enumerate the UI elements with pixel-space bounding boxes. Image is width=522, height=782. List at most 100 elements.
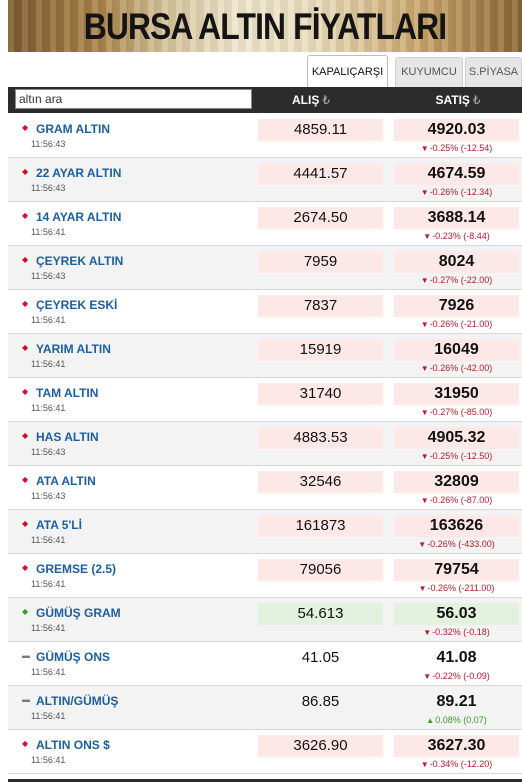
instrument-name-link[interactable]: YARIM ALTIN (36, 342, 111, 356)
change-percent: ▼-0.26% (-21.00) (394, 319, 519, 329)
instrument-name-link[interactable]: ALTIN/GÜMÜŞ (36, 694, 119, 708)
triangle-down-icon: ▼ (420, 452, 429, 461)
change-value: -0.25% (-12.50) (429, 451, 493, 461)
update-time: 11:56:43 (31, 491, 66, 501)
triangle-down-icon: ▼ (420, 496, 429, 505)
buy-price: 32546 (258, 471, 383, 493)
change-value: 0.08% (0.07) (435, 715, 487, 725)
instrument-name-link[interactable]: GRAM ALTIN (36, 122, 110, 136)
sell-column-header: SATIŞ ₺ (408, 87, 508, 113)
instrument-name-link[interactable]: ÇEYREK ALTIN (36, 254, 124, 268)
buy-price: 15919 (258, 339, 383, 361)
sell-column-label: SATIŞ (435, 93, 470, 107)
update-time: 11:56:41 (31, 359, 66, 369)
down-arrow-icon: ◆ (22, 299, 29, 308)
table-row[interactable]: ◆ HAS ALTIN 11:56:43 4883.53 4905.32 ▼-0.25% … (8, 422, 522, 466)
triangle-down-icon: ▼ (420, 320, 429, 329)
tab-serbest-piyasa[interactable]: S.PİYASA (465, 57, 522, 87)
update-time: 11:56:41 (31, 227, 66, 237)
instrument-name-link[interactable]: ALTIN ONS $ (36, 738, 110, 752)
instrument-name-link[interactable]: TAM ALTIN (36, 386, 99, 400)
change-value: -0.22% (-0.09) (432, 671, 490, 681)
price-table: ◆ GRAM ALTIN 11:56:43 4859.11 4920.03 ▼-0.25%… (8, 114, 522, 774)
table-row[interactable]: ◆ ÇEYREK ALTIN 11:56:43 7959 8024 ▼-0.27% (-2… (8, 246, 522, 290)
table-footer-bar (8, 779, 522, 782)
sell-price: 16049 (394, 339, 519, 361)
sell-price: 3627.30 (394, 735, 519, 757)
sell-price: 163626 (394, 515, 519, 537)
table-row[interactable]: ◆ ATA 5'Lİ 11:56:41 161873 163626 ▼-0.26% (-4… (8, 510, 522, 554)
update-time: 11:56:43 (31, 271, 66, 281)
unchanged-icon: ▬ (22, 695, 30, 704)
instrument-name-link[interactable]: GREMSE (2.5) (36, 562, 117, 576)
sell-price: 4920.03 (394, 119, 519, 141)
table-row[interactable]: ◆ ATA ALTIN 11:56:43 32546 32809 ▼-0.26% (-87… (8, 466, 522, 510)
triangle-down-icon: ▼ (423, 628, 432, 637)
change-percent: ▼-0.34% (-12.20) (394, 759, 519, 769)
instrument-name-link[interactable]: ATA 5'Lİ (36, 518, 82, 532)
instrument-name-link[interactable]: HAS ALTIN (36, 430, 99, 444)
table-row[interactable]: ◆ GREMSE (2.5) 11:56:41 79056 79754 ▼-0.26% (… (8, 554, 522, 598)
change-percent: ▼-0.26% (-211.00) (394, 583, 519, 593)
table-row[interactable]: ◆ TAM ALTIN 11:56:41 31740 31950 ▼-0.27% (-85… (8, 378, 522, 422)
triangle-down-icon: ▼ (420, 188, 429, 197)
buy-price: 31740 (258, 383, 383, 405)
instrument-name-link[interactable]: GÜMÜŞ ONS (36, 650, 111, 664)
update-time: 11:56:41 (31, 315, 66, 325)
buy-price: 4441.57 (258, 163, 383, 185)
triangle-down-icon: ▼ (420, 144, 429, 153)
triangle-down-icon: ▼ (418, 540, 427, 549)
change-value: -0.26% (-211.00) (427, 583, 495, 593)
down-arrow-icon: ◆ (22, 475, 29, 484)
table-row[interactable]: ◆ 22 AYAR ALTIN 11:56:43 4441.57 4674.59 ▼-0.… (8, 158, 522, 202)
buy-price: 54.613 (258, 603, 383, 625)
search-input[interactable] (15, 89, 252, 109)
update-time: 11:56:41 (31, 403, 66, 413)
down-arrow-icon: ◆ (22, 519, 29, 528)
triangle-up-icon: ▲ (426, 716, 435, 725)
down-arrow-icon: ◆ (22, 387, 29, 396)
sell-price: 4905.32 (394, 427, 519, 449)
table-row[interactable]: ◆ GÜMÜŞ GRAM 11:56:41 54.613 56.03 ▼-0.32% (-… (8, 598, 522, 642)
instrument-name-link[interactable]: 22 AYAR ALTIN (36, 166, 122, 180)
update-time: 11:56:41 (31, 535, 66, 545)
triangle-down-icon: ▼ (423, 672, 432, 681)
down-arrow-icon: ◆ (22, 211, 29, 220)
tab-kapalicarsi[interactable]: KAPALIÇARŞI (307, 55, 388, 87)
update-time: 11:56:41 (31, 623, 66, 633)
page-title: BURSA ALTIN FİYATLARI (83, 6, 447, 47)
down-arrow-icon: ◆ (22, 343, 29, 352)
table-row[interactable]: ▬ GÜMÜŞ ONS 11:56:41 41.05 41.08 ▼-0.22% (-0.… (8, 642, 522, 686)
change-value: -0.34% (-12.20) (429, 759, 493, 769)
change-percent: ▼-0.26% (-12.34) (394, 187, 519, 197)
update-time: 11:56:41 (31, 755, 66, 765)
update-time: 11:56:43 (31, 139, 66, 149)
change-value: -0.27% (-22.00) (429, 275, 493, 285)
table-row[interactable]: ◆ ALTIN ONS $ 11:56:41 3626.90 3627.30 ▼-0.34… (8, 730, 522, 774)
down-arrow-icon: ◆ (22, 255, 29, 264)
down-arrow-icon: ◆ (22, 123, 29, 132)
triangle-down-icon: ▼ (420, 408, 429, 417)
change-percent: ▼-0.27% (-22.00) (394, 275, 519, 285)
update-time: 11:56:43 (31, 447, 66, 457)
page-banner: BURSA ALTIN FİYATLARI (8, 0, 522, 52)
change-percent: ▼-0.23% (-8.44) (394, 231, 519, 241)
sell-price: 56.03 (394, 603, 519, 625)
tab-kuyumcu[interactable]: KUYUMCU (395, 57, 463, 87)
table-row[interactable]: ▬ ALTIN/GÜMÜŞ 11:56:41 86.85 89.21 ▲0.08% (0.… (8, 686, 522, 730)
instrument-name-link[interactable]: ÇEYREK ESKİ (36, 298, 118, 312)
table-row[interactable]: ◆ YARIM ALTIN 11:56:41 15919 16049 ▼-0.26% (-… (8, 334, 522, 378)
change-value: -0.32% (-0.18) (432, 627, 490, 637)
table-row[interactable]: ◆ ÇEYREK ESKİ 11:56:41 7837 7926 ▼-0.26% (-21… (8, 290, 522, 334)
change-value: -0.26% (-42.00) (429, 363, 493, 373)
instrument-name-link[interactable]: 14 AYAR ALTIN (36, 210, 122, 224)
triangle-down-icon: ▼ (423, 232, 432, 241)
update-time: 11:56:41 (31, 667, 66, 677)
change-percent: ▲0.08% (0.07) (394, 715, 519, 725)
sell-price: 89.21 (436, 693, 477, 710)
table-row[interactable]: ◆ 14 AYAR ALTIN 11:56:41 2674.50 3688.14 ▼-0.… (8, 202, 522, 246)
table-row[interactable]: ◆ GRAM ALTIN 11:56:43 4859.11 4920.03 ▼-0.25%… (8, 114, 522, 158)
instrument-name-link[interactable]: GÜMÜŞ GRAM (36, 606, 121, 620)
buy-price: 4859.11 (258, 119, 383, 141)
instrument-name-link[interactable]: ATA ALTIN (36, 474, 96, 488)
